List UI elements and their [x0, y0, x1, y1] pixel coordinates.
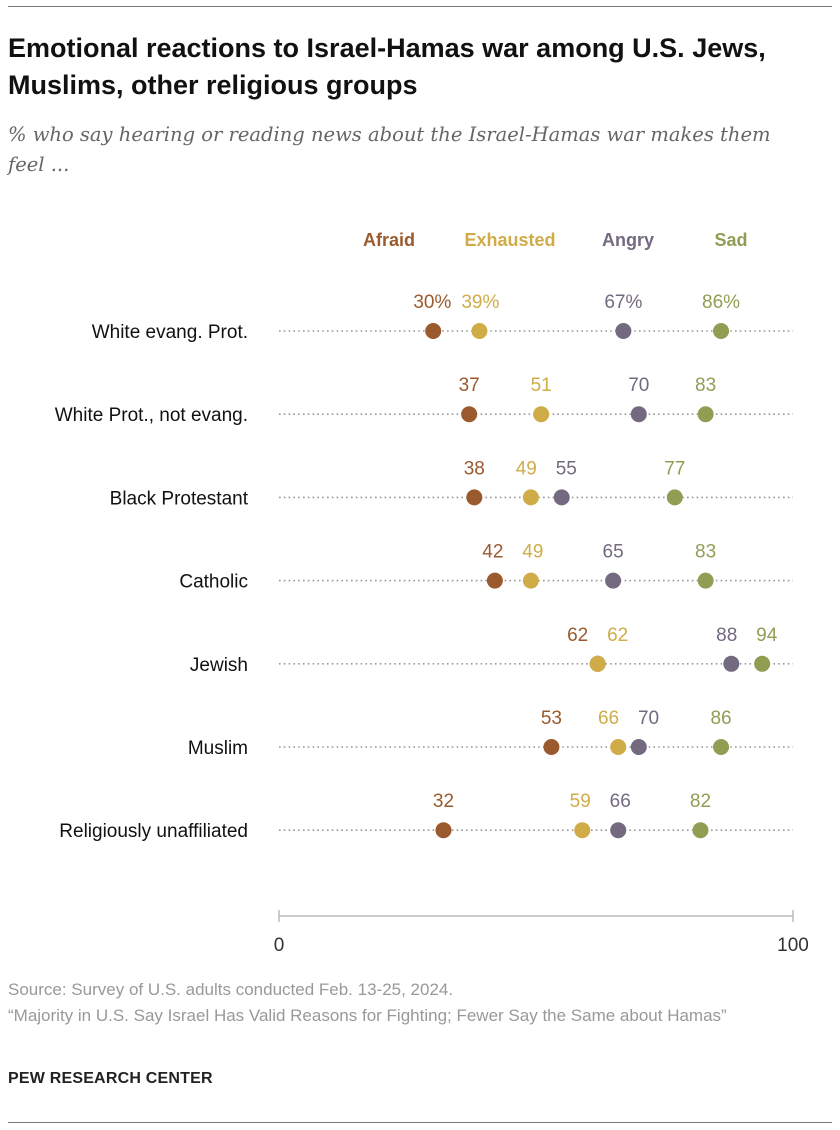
pew-logo-text: PEW RESEARCH CENTER — [8, 1070, 213, 1087]
data-label-afraid: 37 — [459, 375, 480, 396]
x-tick-label: 100 — [777, 935, 809, 956]
dot-afraid — [425, 323, 442, 339]
row-label: Jewish — [190, 655, 248, 676]
data-label-sad: 86 — [710, 708, 731, 729]
report-title: “Majority in U.S. Say Israel Has Valid R… — [8, 1006, 727, 1025]
data-label-exhausted: 39% — [461, 292, 499, 313]
data-label-angry: 88 — [716, 625, 737, 646]
row-label: Black Protestant — [110, 488, 249, 509]
data-label-angry: 66 — [610, 791, 631, 812]
data-label-sad: 77 — [664, 458, 685, 479]
dot-angry — [610, 822, 627, 839]
dot-plot: Afraid Exhausted Angry Sad White evang. Prot… — [55, 230, 809, 956]
dot-sad — [697, 572, 714, 589]
source-note: Source: Survey of U.S. adults conducted … — [8, 980, 454, 999]
data-label-afraid: 38 — [464, 458, 485, 479]
legend-exhausted: Exhausted — [464, 230, 555, 250]
data-label-exhausted: 66 — [598, 708, 619, 729]
data-label-afraid: 62 — [567, 625, 588, 646]
row-label: Religiously unaffiliated — [59, 821, 248, 842]
data-label-angry: 70 — [628, 375, 649, 396]
row-label: White evang. Prot. — [92, 322, 248, 343]
top-rule — [8, 6, 832, 7]
bottom-rule — [8, 1122, 832, 1123]
dot-angry — [630, 406, 647, 423]
data-label-angry: 70 — [638, 708, 659, 729]
dot-sad — [666, 489, 683, 506]
dot-angry — [615, 323, 632, 339]
dot-exhausted — [471, 323, 488, 339]
dot-sad — [697, 406, 714, 423]
data-label-afraid: 42 — [482, 542, 503, 563]
data-label-sad: 83 — [695, 375, 716, 396]
legend-afraid: Afraid — [363, 230, 415, 250]
dot-afraid — [543, 739, 560, 755]
dot-exhausted — [574, 822, 591, 839]
data-label-afraid: 30% — [413, 292, 451, 313]
data-label-exhausted: 62 — [607, 625, 628, 646]
x-tick-label: 0 — [274, 935, 285, 956]
row-label: White Prot., not evang. — [55, 405, 248, 426]
data-label-afraid: 32 — [433, 791, 454, 812]
row-label: Catholic — [179, 572, 248, 593]
legend-angry: Angry — [602, 230, 654, 250]
data-label-afraid: 53 — [541, 708, 562, 729]
dot-sad — [692, 822, 709, 839]
data-label-sad: 86% — [702, 292, 740, 313]
dot-sad — [713, 323, 730, 339]
dot-sad — [713, 739, 730, 755]
data-label-sad: 82 — [690, 791, 711, 812]
data-label-angry: 65 — [603, 542, 624, 563]
dot-sad — [754, 655, 771, 672]
dot-afraid — [486, 572, 503, 589]
data-label-angry: 67% — [604, 292, 642, 313]
dot-angry — [553, 489, 570, 506]
data-label-exhausted: 49 — [516, 458, 537, 479]
dot-angry — [605, 572, 622, 589]
dot-exhausted — [533, 406, 550, 423]
data-label-sad: 94 — [756, 625, 778, 646]
dot-afraid — [461, 406, 478, 423]
legend-sad: Sad — [714, 230, 747, 250]
dot-exhausted — [522, 572, 539, 589]
chart-title: Emotional reactions to Israel-Hamas war … — [8, 33, 766, 100]
dot-exhausted — [522, 489, 539, 506]
data-label-exhausted: 59 — [570, 791, 591, 812]
row-label: Muslim — [188, 738, 248, 759]
data-label-angry: 55 — [556, 458, 577, 479]
dot-angry — [630, 739, 647, 755]
data-label-exhausted: 49 — [522, 542, 543, 563]
dot-angry — [723, 655, 740, 672]
dot-exhausted — [589, 655, 606, 672]
data-label-sad: 83 — [695, 542, 716, 563]
data-label-exhausted: 51 — [531, 375, 552, 396]
dot-exhausted — [610, 739, 627, 755]
dot-afraid — [466, 489, 483, 506]
chart-subtitle: % who say hearing or reading news about … — [8, 123, 771, 176]
dot-afraid — [435, 822, 452, 839]
